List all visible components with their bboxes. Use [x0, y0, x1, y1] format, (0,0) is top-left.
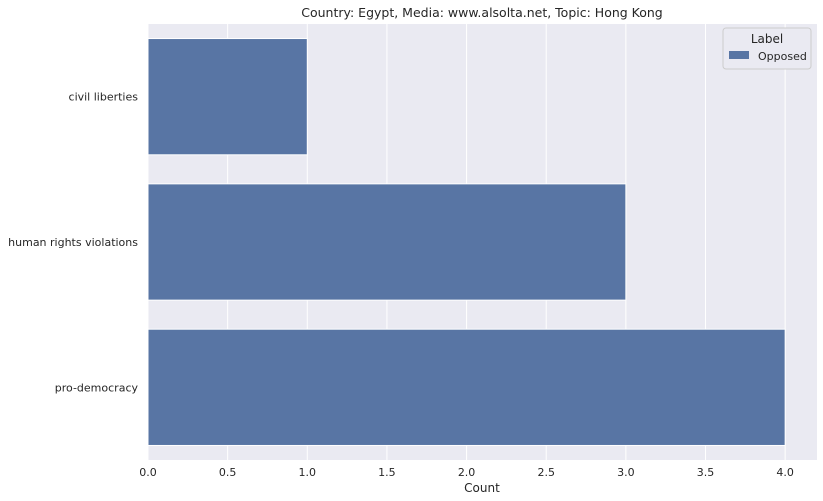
x-tick-label: 0.0 — [139, 466, 157, 479]
bar — [147, 328, 786, 446]
y-tick-label: civil liberties — [69, 91, 139, 104]
bar — [147, 38, 308, 156]
bars — [147, 38, 786, 446]
x-tick-label: 0.5 — [219, 466, 237, 479]
y-tick-label: human rights violations — [8, 236, 138, 249]
x-tick-label: 2.0 — [458, 466, 476, 479]
x-tick-label: 2.5 — [537, 466, 555, 479]
bar — [147, 183, 627, 301]
legend-swatch — [729, 51, 749, 59]
y-tick-labels: civil liberties human rights violations pr… — [8, 91, 138, 395]
legend-entry-label: Opposed — [758, 50, 807, 63]
x-tick-label: 1.0 — [299, 466, 317, 479]
x-tick-labels: 0.0 0.5 1.0 1.5 2.0 2.5 3.0 3.5 4.0 — [139, 466, 794, 479]
chart-title: Country: Egypt, Media: www.alsolta.net, … — [301, 5, 663, 20]
legend-title: Label — [751, 32, 783, 46]
legend: Label Opposed — [722, 27, 812, 70]
x-tick-label: 3.5 — [697, 466, 715, 479]
y-tick-label: pro-democracy — [55, 381, 139, 394]
x-axis-label: Count — [464, 481, 500, 495]
x-tick-label: 3.0 — [617, 466, 635, 479]
x-tick-label: 1.5 — [378, 466, 396, 479]
x-tick-label: 4.0 — [776, 466, 794, 479]
